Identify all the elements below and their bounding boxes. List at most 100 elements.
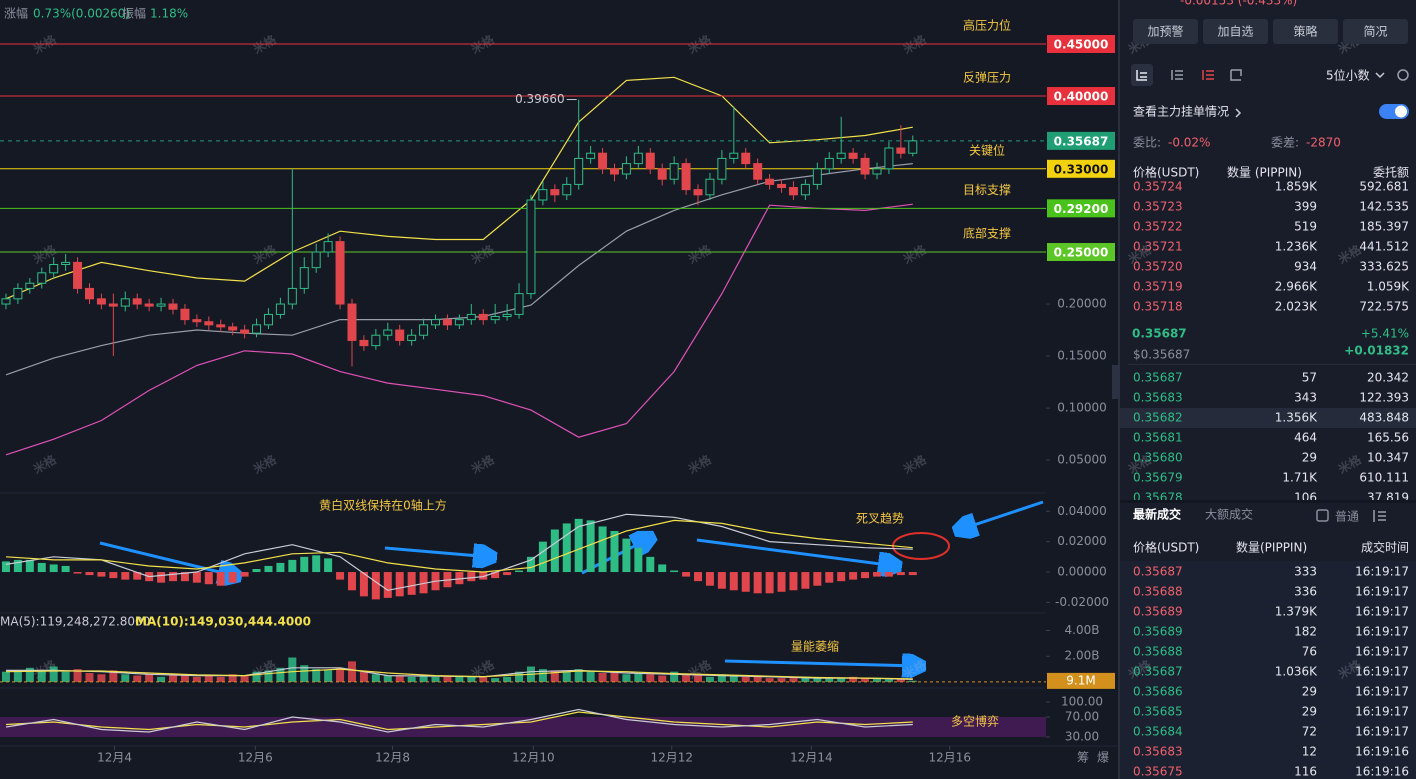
candle-body	[240, 329, 250, 334]
button-label[interactable]: 简况	[1363, 25, 1387, 39]
macd-bar	[741, 572, 750, 592]
macd-bar	[192, 572, 201, 583]
level-tag	[1047, 34, 1115, 53]
icon[interactable]	[1202, 70, 1214, 80]
trade-qty: 116	[1294, 765, 1317, 779]
button[interactable]	[1273, 19, 1338, 44]
volume-bar	[240, 675, 249, 682]
y-tick-label: 0.02000	[1057, 534, 1107, 548]
macd-bar	[765, 572, 774, 594]
amount: 165.56	[1367, 431, 1409, 445]
candle-body	[216, 324, 226, 328]
button[interactable]	[1203, 19, 1268, 44]
candle-body	[431, 319, 441, 326]
y-tick-label: -0.02000	[1055, 595, 1109, 609]
macd-bar	[598, 526, 607, 573]
volume-bar	[383, 675, 392, 682]
icon[interactable]	[1171, 70, 1183, 80]
button-label[interactable]: 策略	[1293, 24, 1317, 39]
checkbox[interactable]	[1316, 509, 1329, 522]
amount: 722.575	[1359, 300, 1409, 314]
button-label[interactable]: 加自选	[1217, 25, 1253, 39]
trade-time: 16:19:17	[1355, 685, 1409, 699]
amount: 592.681	[1359, 180, 1409, 194]
trade-header: 价格(USDT)	[1133, 540, 1199, 555]
candle-body	[741, 152, 751, 165]
candle-body	[824, 157, 834, 170]
collapse-handle[interactable]	[1112, 365, 1120, 399]
corner-button[interactable]: 筹	[1077, 751, 1089, 765]
tab[interactable]: 大额成交	[1205, 507, 1253, 522]
x-tick-label: 12月16	[928, 751, 971, 765]
main-orders[interactable]: 查看主力挂单情况	[1133, 105, 1229, 119]
trade-header: 成交时间	[1361, 540, 1409, 555]
macd-bar	[849, 572, 858, 580]
button[interactable]	[1133, 19, 1198, 44]
arrow	[99, 541, 236, 576]
macd-bar	[896, 572, 905, 576]
trade-time: 16:19:17	[1355, 665, 1409, 679]
price: 0.35679	[1133, 471, 1183, 485]
corner-button[interactable]: 爆	[1097, 751, 1109, 765]
candle-body	[252, 324, 262, 334]
volume-bar	[25, 667, 34, 682]
macd-bar	[216, 572, 225, 586]
macd-bar	[25, 559, 34, 573]
icon[interactable]	[1136, 70, 1147, 81]
trade-time: 16:19:17	[1355, 585, 1409, 599]
volume-bar	[765, 678, 774, 682]
icon[interactable]	[1373, 510, 1386, 522]
trade-time: 16:19:17	[1355, 725, 1409, 739]
candle-body	[872, 168, 882, 175]
y-tick-label: 2.00B	[1065, 649, 1100, 663]
trade-time: 16:19:17	[1355, 645, 1409, 659]
quantity: 519	[1294, 220, 1317, 234]
macd-bar	[503, 572, 512, 576]
y-tick-label: 0.15000	[1057, 349, 1107, 363]
trade-qty: 29	[1302, 705, 1317, 719]
volume-bar	[610, 671, 619, 682]
macd-bar	[455, 572, 464, 585]
icon[interactable]	[1230, 69, 1242, 81]
trade-price: 0.35689	[1133, 605, 1183, 619]
macd-bar	[300, 556, 309, 573]
volume-bar	[538, 669, 547, 682]
trade-price: 0.35675	[1133, 765, 1183, 779]
volume-bar	[288, 657, 297, 682]
price: 0.35718	[1133, 300, 1183, 314]
macd-bar	[622, 538, 631, 573]
trade-qty: 182	[1294, 625, 1317, 639]
decimals[interactable]: 5位小数	[1326, 68, 1370, 83]
level-label: 0.29200	[1054, 202, 1109, 216]
change: +0.01832	[1344, 344, 1409, 358]
price: 0.35719	[1133, 280, 1183, 294]
macd-bar	[336, 572, 345, 580]
volume-bar	[252, 671, 261, 682]
amount: 10.347	[1367, 451, 1409, 465]
candle-body	[96, 298, 106, 305]
volume-bar	[13, 670, 22, 682]
trade-qty: 72	[1302, 725, 1317, 739]
arrow	[384, 548, 491, 557]
level-note: 底部支撑	[963, 226, 1011, 241]
filter[interactable]: 普通	[1335, 510, 1359, 524]
quantity: 57	[1302, 371, 1317, 385]
button-label[interactable]: 加预警	[1147, 24, 1183, 39]
volume-bar	[312, 669, 321, 682]
settings-icon[interactable]	[1397, 69, 1409, 81]
chevron[interactable]	[1235, 108, 1242, 118]
quantity: 343	[1294, 391, 1317, 405]
candle-body	[144, 303, 154, 307]
button[interactable]	[1343, 19, 1408, 44]
volume-bar	[228, 674, 237, 682]
dropdown[interactable]	[1375, 72, 1385, 79]
trade-price: 0.35687	[1133, 565, 1183, 579]
macd-bar	[515, 570, 524, 573]
macd-bar	[419, 572, 428, 594]
level-tag	[1047, 159, 1115, 178]
tab[interactable]: 最新成交	[1133, 507, 1181, 522]
volume-bar	[717, 674, 726, 682]
level-label: 0.35687	[1054, 134, 1109, 148]
stat: 1.18%	[150, 7, 188, 21]
candle-body	[25, 282, 35, 289]
